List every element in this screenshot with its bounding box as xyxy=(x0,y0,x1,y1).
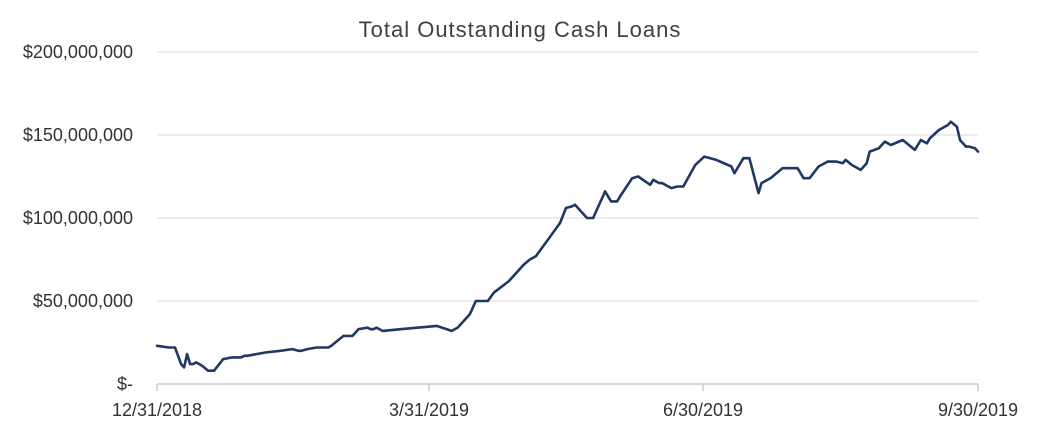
y-tick-label: $200,000,000 xyxy=(23,42,133,62)
series-line-total-outstanding-cash-loans xyxy=(155,120,980,372)
x-tick-label: 6/30/2019 xyxy=(663,400,743,420)
gridlines xyxy=(157,51,978,302)
y-tick-label: $150,000,000 xyxy=(23,125,133,145)
y-axis-tick-labels: $- $50,000,000 $100,000,000 $150,000,000 $20… xyxy=(23,42,133,394)
x-axis-tick-labels: 12/31/2018 3/31/2019 6/30/2019 9/30/2019 xyxy=(112,400,1018,420)
y-tick-label: $50,000,000 xyxy=(33,291,133,311)
x-axis-ticks xyxy=(156,384,979,391)
x-tick-label: 12/31/2018 xyxy=(112,400,202,420)
y-tick-label: $- xyxy=(117,374,133,394)
chart-title: Total Outstanding Cash Loans xyxy=(359,17,682,42)
y-tick-label: $100,000,000 xyxy=(23,208,133,228)
x-tick-label: 9/30/2019 xyxy=(938,400,1018,420)
x-tick-label: 3/31/2019 xyxy=(389,400,469,420)
